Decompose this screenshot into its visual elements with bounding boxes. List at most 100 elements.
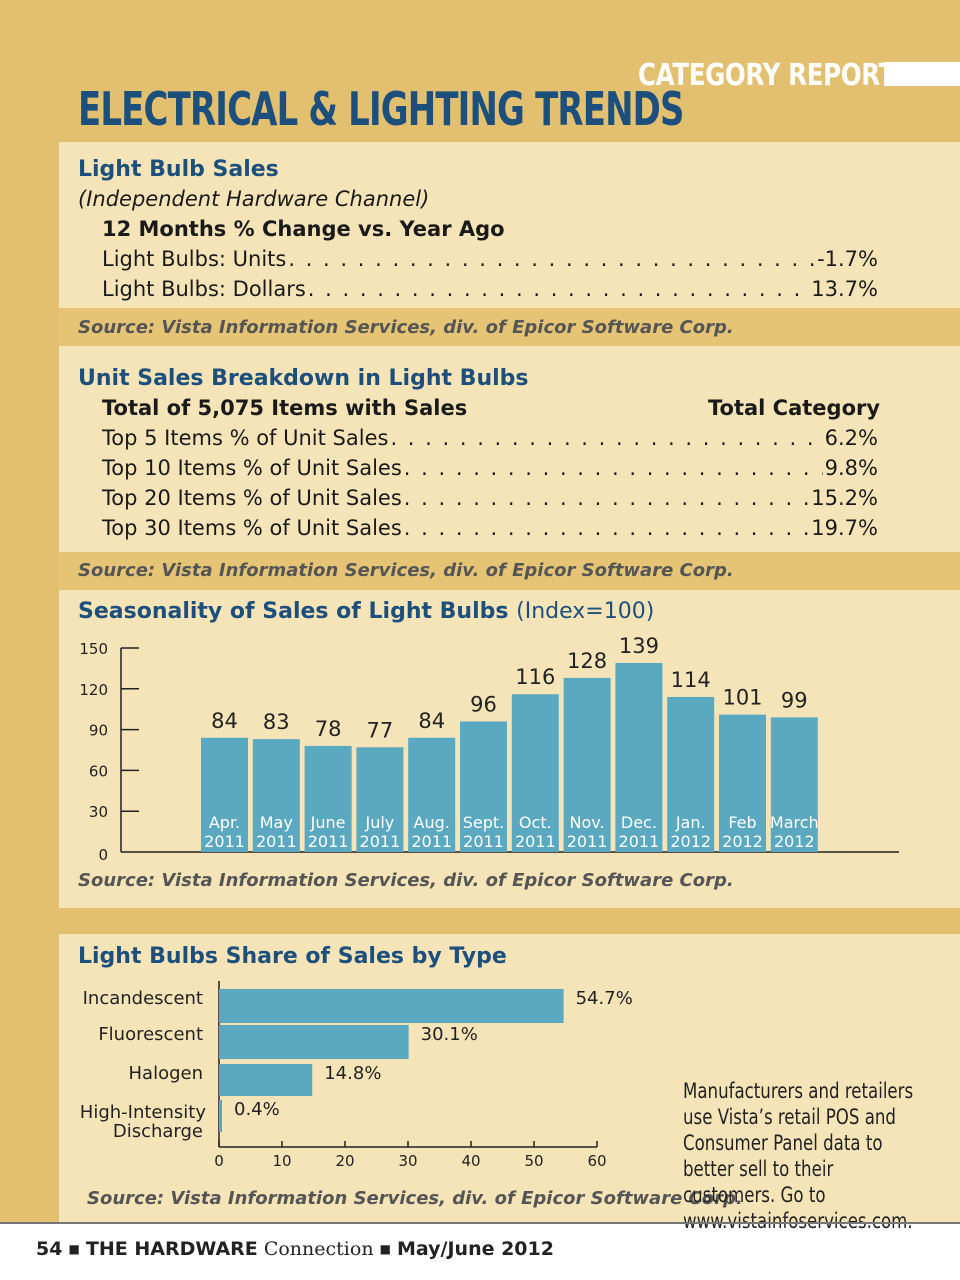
seasonality-title-wrap: Seasonality of Sales of Light Bulbs (Ind… [78,599,654,624]
footer-publication-serif: Connection [263,1238,374,1260]
leader-dots [288,247,815,271]
footer-issue: May/June 2012 [397,1238,554,1260]
data-label: 128 [567,649,607,673]
footer-rule [0,1222,960,1224]
x-tick-label: Apr. [209,813,240,832]
data-label: 114 [671,668,711,692]
x-tick-label: May [260,813,293,832]
y-tick-label: 90 [89,722,108,740]
category-label: High-Intensity [80,1102,207,1123]
section-label-bar [884,62,960,86]
data-label: 99 [781,688,808,712]
unit-breakdown-row: Top 20 Items % of Unit Sales 15.2% [102,486,878,510]
bulb-sales-period: 12 Months % Change vs. Year Ago [102,217,505,241]
bar [201,737,248,852]
bulb-sales-row: Light Bulbs: Units -1.7% [102,247,878,271]
unit-breakdown-row: Top 30 Items % of Unit Sales 19.7% [102,516,878,540]
row-label: Light Bulbs: Dollars [102,277,306,301]
data-label: 54.7% [576,988,633,1009]
x-tick-label: 2011 [411,832,452,851]
y-tick-label: 150 [79,640,108,658]
row-label: Light Bulbs: Units [102,247,287,271]
data-label: 77 [367,718,394,742]
x-tick-label: 60 [587,1152,606,1170]
share-chart: 0 10 20 30 40 50 60 54.7% Incandescent 30.1% Fluor… [80,981,633,1170]
bar [511,694,559,852]
data-label: 96 [470,692,497,716]
vista-note: Manufacturers and retailers use Vista’s … [683,1079,914,1233]
leader-dots [308,277,809,301]
category-label: Fluorescent [98,1024,203,1045]
x-tick-label: 30 [398,1152,417,1170]
row-label: Top 30 Items % of Unit Sales [102,516,402,540]
data-label: 0.4% [234,1099,280,1120]
bar [219,989,564,1023]
footer-bullet: ■ [379,1242,391,1256]
x-tick-label: Nov. [570,813,605,832]
source-band [59,552,960,590]
y-tick-label: 60 [89,762,108,780]
x-tick-label: Feb [728,813,756,832]
x-tick-label: 2011 [515,832,556,851]
footer-publication: THE HARDWARE [85,1238,258,1260]
bar [770,717,818,852]
leader-dots [404,456,823,480]
source-note: Source: Vista Information Services, div.… [87,1188,743,1209]
x-tick-label: Aug. [414,813,450,832]
data-label: 101 [722,686,762,710]
unit-breakdown-right-header: Total Category [708,396,881,420]
bar [304,745,352,852]
bar [252,739,300,852]
row-value: 19.7% [811,516,878,540]
page-title: ELECTRICAL & LIGHTING TRENDS [78,82,684,136]
x-tick-label: 20 [335,1152,354,1170]
x-tick-label: March [770,813,819,832]
y-tick-label: 0 [98,846,108,864]
bar [667,696,715,852]
y-tick-label: 30 [89,803,108,821]
row-value: -1.7% [817,247,878,271]
x-tick-label: 2011 [308,832,349,851]
leader-dots [404,486,809,510]
row-value: 6.2% [824,426,878,450]
unit-breakdown-heading: Unit Sales Breakdown in Light Bulbs [78,366,529,391]
bar [356,747,404,852]
x-tick-label: July [365,813,395,832]
data-label: 116 [515,665,555,689]
leader-dots [390,426,822,450]
x-tick-label: 2011 [256,832,297,851]
row-value: 15.2% [811,486,878,510]
x-tick-label: 2012 [722,832,763,851]
bar [219,1064,313,1096]
unit-breakdown-row: Top 10 Items % of Unit Sales 9.8% [102,456,878,480]
bar [719,714,766,852]
x-tick-label: 50 [524,1152,543,1170]
row-label: Top 10 Items % of Unit Sales [102,456,402,480]
x-tick-label: 2012 [670,832,711,851]
section-label: CATEGORY REPORT [638,58,896,93]
bulb-sales-row: Light Bulbs: Dollars 13.7% [102,277,878,301]
x-tick-label: Jan. [675,813,706,832]
bar [219,1025,409,1059]
x-tick-label: Dec. [621,813,657,832]
row-value: 13.7% [811,277,878,301]
source-band [59,308,960,346]
bulb-sales-heading: Light Bulb Sales [78,157,279,182]
leader-dots [404,516,809,540]
data-label: 84 [418,709,445,733]
seasonality-subtitle: (Index=100) [516,599,655,624]
x-tick-label: 2011 [204,832,245,851]
share-title: Light Bulbs Share of Sales by Type [78,944,507,969]
category-label: Incandescent [83,988,203,1009]
x-tick-label: Sept. [463,813,505,832]
x-tick-label: June [310,813,346,832]
data-label: 139 [619,634,659,658]
x-tick-label: 2012 [774,832,815,851]
data-label: 78 [315,717,342,741]
y-tick-label: 120 [79,681,108,699]
bar [408,737,456,852]
bar [563,677,611,852]
unit-breakdown-left-header: Total of 5,075 Items with Sales [102,396,468,420]
share-panel [59,934,960,1222]
data-label: 14.8% [324,1063,381,1084]
